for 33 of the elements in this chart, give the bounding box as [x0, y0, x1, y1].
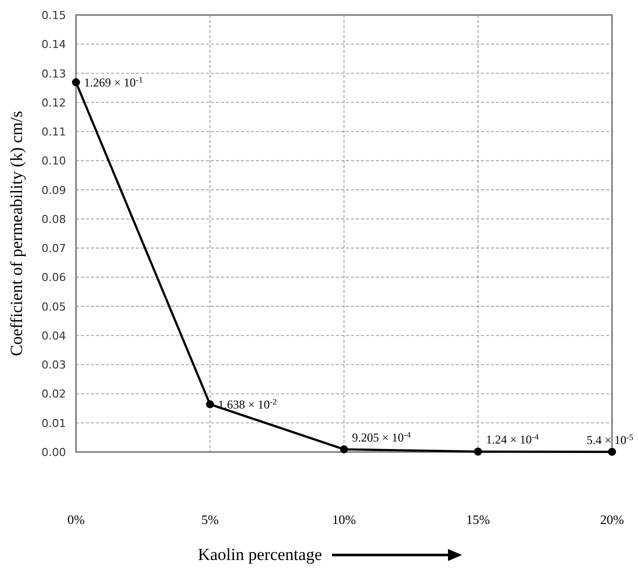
y-tick-label: 0.01: [42, 416, 66, 430]
y-axis-title: Coefficient of permeability (k) cm/s: [7, 110, 26, 356]
y-tick-label: 0.06: [42, 271, 66, 284]
y-tick-label: 0.12: [42, 96, 66, 110]
point: [608, 448, 616, 456]
y-tick-label: 0.15: [42, 9, 66, 22]
x-tick-label: 15%: [466, 512, 490, 527]
y-tick-label: 0.03: [42, 358, 66, 372]
data-label: 1.638 × 10$^{-2}$: [218, 396, 277, 412]
y-tick-label: 0.09: [42, 184, 66, 197]
y-tick-label: 0.13: [42, 67, 66, 80]
x-tick-label: 0%: [67, 512, 85, 527]
point: [340, 445, 348, 454]
data-label: 9.205 × 10$^{-4}$: [352, 430, 412, 444]
x-tick-label: 5%: [201, 512, 219, 527]
x-tick-label: 20%: [600, 512, 624, 527]
y-tick-label: 0.11: [42, 126, 66, 139]
y-tick-label: 0.02: [42, 388, 66, 401]
y-tick-label: 0.10: [42, 154, 66, 168]
data-label: 1.24 × 10$^{-4}$: [486, 432, 540, 447]
y-tick-label: 0.00: [42, 446, 66, 459]
data-label: 1.269 × 10$^{-1}$: [84, 74, 143, 90]
point: [72, 78, 80, 86]
x-axis-title: Kaolin percentage: [198, 545, 322, 564]
x-tick-label: 10%: [332, 512, 356, 527]
y-tick-label: 0.08: [42, 212, 66, 226]
y-tick-label: 0.05: [42, 300, 66, 314]
data-label: 5.4 × 10$^{-5}$: [586, 432, 634, 447]
y-tick-label: 0.07: [42, 242, 66, 256]
y-tick-label: 0.04: [42, 329, 66, 342]
point: [206, 400, 214, 408]
point: [474, 448, 482, 456]
y-tick-label: 0.14: [42, 38, 66, 52]
